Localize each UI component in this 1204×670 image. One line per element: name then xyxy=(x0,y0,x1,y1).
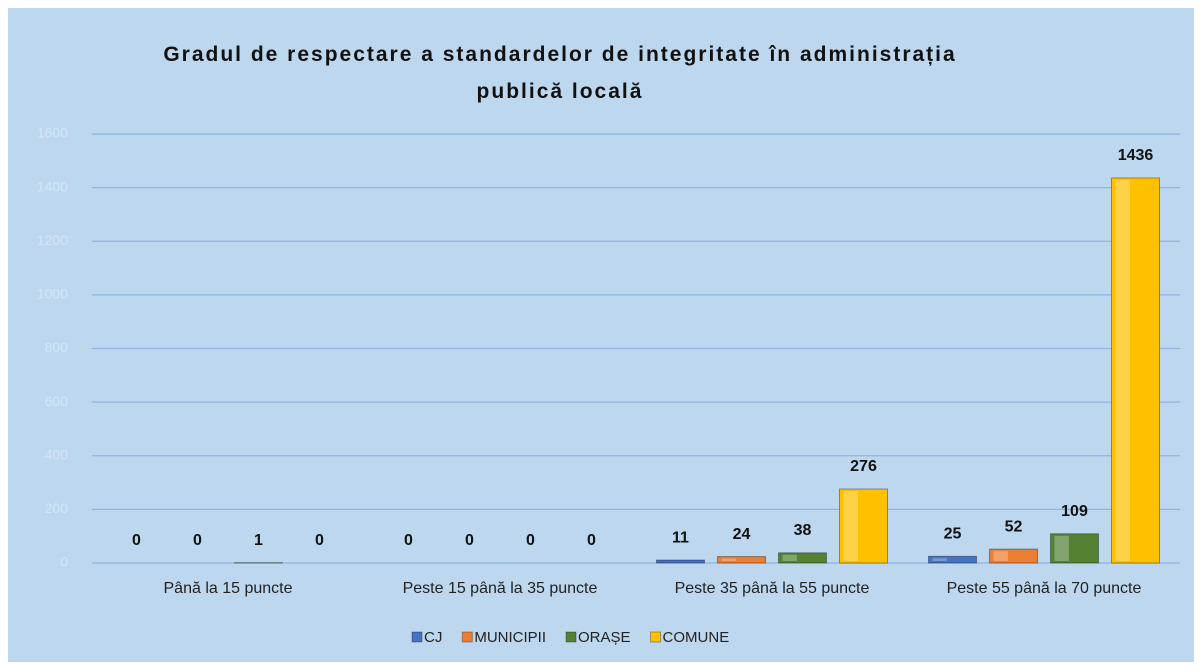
chart-background xyxy=(8,8,1194,662)
value-label: 276 xyxy=(850,458,877,475)
bar-shine xyxy=(843,490,858,561)
bar xyxy=(656,559,705,564)
bar xyxy=(1111,177,1160,564)
bar xyxy=(989,548,1038,564)
bar-shine xyxy=(721,558,736,561)
value-label: 24 xyxy=(733,526,751,543)
y-tick-label: 200 xyxy=(45,500,69,516)
x-tick-label: Peste 35 până la 55 puncte xyxy=(675,580,870,597)
y-tick-label: 1200 xyxy=(37,232,68,248)
legend-label: MUNICIPII xyxy=(474,629,546,646)
y-tick-label: 800 xyxy=(45,339,69,355)
value-label: 0 xyxy=(315,532,324,549)
x-tick-label: Până la 15 puncte xyxy=(164,580,293,597)
value-label: 0 xyxy=(465,532,474,549)
bar-shine xyxy=(782,554,797,561)
value-label: 0 xyxy=(193,532,202,549)
value-label: 0 xyxy=(587,532,596,549)
value-label: 25 xyxy=(944,526,962,543)
y-tick-label: 1000 xyxy=(37,286,68,302)
x-tick-label: Peste 15 până la 35 puncte xyxy=(403,580,598,597)
legend-swatch xyxy=(650,631,662,643)
value-label: 0 xyxy=(526,532,535,549)
value-label: 0 xyxy=(404,532,413,549)
bar-shine xyxy=(993,551,1008,561)
y-tick-label: 0 xyxy=(60,554,68,570)
y-tick-label: 400 xyxy=(45,446,69,462)
legend-label: COMUNE xyxy=(663,629,730,646)
bar xyxy=(839,488,888,564)
bar xyxy=(928,555,977,564)
legend-swatch xyxy=(461,631,473,643)
bar xyxy=(778,552,827,564)
chart-title: Gradul de respectare a standardelor de i… xyxy=(163,43,956,103)
value-label: 1436 xyxy=(1118,147,1154,164)
bar-shine xyxy=(1115,179,1130,561)
bar-shine xyxy=(1054,535,1069,561)
value-label: 11 xyxy=(672,529,689,546)
bar-shine xyxy=(932,558,947,561)
value-label: 52 xyxy=(1005,518,1023,535)
y-tick-label: 1400 xyxy=(37,178,68,194)
bar xyxy=(1050,533,1099,564)
value-label: 0 xyxy=(132,532,141,549)
value-label: 1 xyxy=(254,532,263,549)
y-tick-label: 1600 xyxy=(37,125,68,141)
bar xyxy=(717,556,766,564)
legend-label: CJ xyxy=(424,629,442,646)
legend-swatch xyxy=(565,631,577,643)
value-label: 38 xyxy=(794,522,812,539)
legend-swatch xyxy=(411,631,423,643)
y-tick-label: 600 xyxy=(45,393,69,409)
x-tick-label: Peste 55 până la 70 puncte xyxy=(947,580,1142,597)
value-label: 109 xyxy=(1061,503,1088,520)
legend-label: ORAȘE xyxy=(578,629,631,646)
